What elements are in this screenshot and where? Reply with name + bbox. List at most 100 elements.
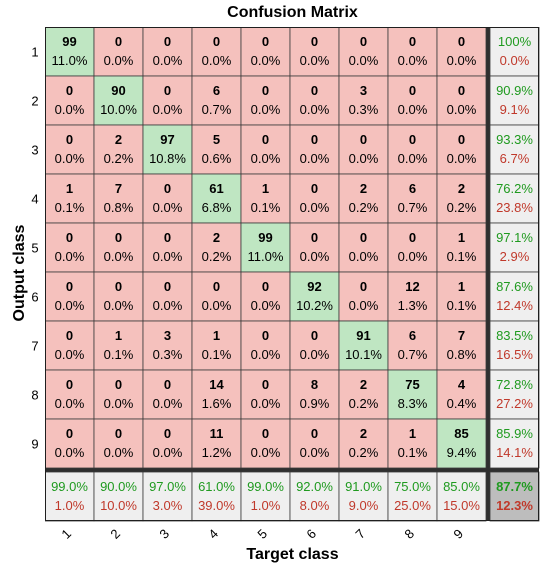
cell-percent: 0.0% bbox=[349, 53, 379, 68]
matrix-cell bbox=[45, 75, 95, 126]
cell-count: 2 bbox=[360, 377, 367, 392]
matrix-cell bbox=[436, 173, 487, 224]
cell-count: 11 bbox=[210, 426, 224, 441]
cell-percent: 11.0% bbox=[52, 53, 88, 68]
col-summary-error: 1.0% bbox=[251, 498, 281, 513]
cell-percent: 0.0% bbox=[300, 347, 330, 362]
matrix-cell bbox=[387, 222, 438, 273]
cell-count: 7 bbox=[458, 328, 465, 343]
row-summary-cell bbox=[489, 124, 540, 175]
cell-percent: 0.0% bbox=[398, 53, 428, 68]
matrix-cell bbox=[289, 418, 340, 469]
cell-count: 0 bbox=[66, 132, 73, 147]
cell-count: 4 bbox=[458, 377, 466, 392]
matrix-cell bbox=[45, 418, 95, 469]
cell-percent: 0.0% bbox=[300, 249, 330, 264]
matrix-cell bbox=[142, 222, 193, 273]
row-summary-error: 12.4% bbox=[496, 298, 533, 313]
y-tick-label: 2 bbox=[31, 94, 38, 109]
matrix-cell bbox=[338, 320, 389, 371]
row-summary-correct: 76.2% bbox=[496, 181, 533, 196]
col-summary-correct: 90.0% bbox=[100, 479, 137, 494]
cell-percent: 0.0% bbox=[251, 53, 281, 68]
cell-percent: 0.0% bbox=[398, 151, 428, 166]
cell-count: 0 bbox=[458, 83, 465, 98]
cell-percent: 9.4% bbox=[447, 445, 477, 460]
cell-percent: 0.0% bbox=[104, 396, 134, 411]
cell-count: 97 bbox=[160, 132, 174, 147]
cell-count: 0 bbox=[115, 279, 122, 294]
cell-count: 0 bbox=[458, 132, 465, 147]
row-summary-correct: 83.5% bbox=[496, 328, 533, 343]
col-summary-error: 10.0% bbox=[100, 498, 137, 513]
cell-percent: 10.1% bbox=[345, 347, 382, 362]
cell-count: 0 bbox=[115, 377, 122, 392]
cell-percent: 0.0% bbox=[153, 445, 183, 460]
overall-cell bbox=[489, 471, 540, 522]
cell-count: 0 bbox=[409, 34, 416, 49]
x-tick-label: 9 bbox=[450, 526, 466, 542]
row-summary-correct: 72.8% bbox=[496, 377, 533, 392]
cell-count: 0 bbox=[311, 328, 318, 343]
overall-error: 12.3% bbox=[496, 498, 533, 513]
cell-percent: 0.0% bbox=[153, 200, 183, 215]
cell-percent: 0.0% bbox=[300, 200, 330, 215]
col-summary-error: 15.0% bbox=[443, 498, 480, 513]
cell-count: 0 bbox=[66, 426, 73, 441]
col-summary-correct: 91.0% bbox=[345, 479, 382, 494]
cell-count: 3 bbox=[164, 328, 171, 343]
cell-count: 0 bbox=[164, 377, 171, 392]
matrix-cell bbox=[387, 75, 438, 126]
matrix-cell bbox=[142, 173, 193, 224]
col-summary-error: 8.0% bbox=[300, 498, 330, 513]
cell-count: 12 bbox=[405, 279, 419, 294]
cell-percent: 0.0% bbox=[202, 298, 232, 313]
cell-count: 0 bbox=[213, 34, 220, 49]
cell-percent: 0.1% bbox=[447, 298, 477, 313]
cell-count: 1 bbox=[458, 279, 465, 294]
cell-count: 0 bbox=[409, 230, 416, 245]
y-axis-label: Output class bbox=[11, 224, 28, 322]
x-tick-label: 5 bbox=[254, 526, 270, 542]
row-summary-correct: 97.1% bbox=[496, 230, 533, 245]
cell-count: 0 bbox=[360, 230, 367, 245]
cell-count: 99 bbox=[62, 34, 76, 49]
cell-percent: 10.0% bbox=[100, 102, 137, 117]
matrix-cell bbox=[387, 320, 438, 371]
cell-count: 1 bbox=[409, 426, 416, 441]
cell-percent: 0.2% bbox=[202, 249, 232, 264]
matrix-cell bbox=[45, 27, 95, 77]
x-tick-label: 8 bbox=[401, 526, 417, 542]
cell-percent: 11.0% bbox=[248, 249, 284, 264]
row-summary-correct: 100% bbox=[498, 34, 532, 49]
matrix-cell bbox=[142, 369, 193, 420]
cell-percent: 0.1% bbox=[202, 347, 232, 362]
cell-count: 0 bbox=[311, 34, 318, 49]
row-summary-error: 2.9% bbox=[500, 249, 530, 264]
cell-count: 8 bbox=[311, 377, 318, 392]
cell-count: 0 bbox=[262, 426, 269, 441]
cell-count: 1 bbox=[458, 230, 465, 245]
cell-count: 1 bbox=[115, 328, 122, 343]
cell-percent: 0.0% bbox=[104, 53, 134, 68]
matrix-cell bbox=[191, 271, 242, 322]
cell-percent: 0.0% bbox=[251, 396, 281, 411]
cell-count: 0 bbox=[360, 34, 367, 49]
cell-percent: 0.0% bbox=[398, 102, 428, 117]
cell-count: 0 bbox=[66, 328, 73, 343]
cell-count: 6 bbox=[213, 83, 220, 98]
matrix-cell bbox=[387, 27, 438, 77]
cell-percent: 0.2% bbox=[104, 151, 134, 166]
cell-count: 0 bbox=[262, 34, 269, 49]
col-summary-error: 39.0% bbox=[198, 498, 235, 513]
cell-count: 92 bbox=[307, 279, 321, 294]
x-tick-label: 3 bbox=[156, 526, 172, 542]
row-summary-correct: 90.9% bbox=[496, 83, 533, 98]
row-summary-correct: 85.9% bbox=[496, 426, 533, 441]
cell-percent: 10.2% bbox=[296, 298, 333, 313]
cell-percent: 0.0% bbox=[55, 445, 85, 460]
cell-count: 7 bbox=[115, 181, 122, 196]
x-tick-label: 2 bbox=[107, 526, 123, 542]
cell-percent: 0.0% bbox=[251, 102, 281, 117]
cell-percent: 0.0% bbox=[300, 445, 330, 460]
